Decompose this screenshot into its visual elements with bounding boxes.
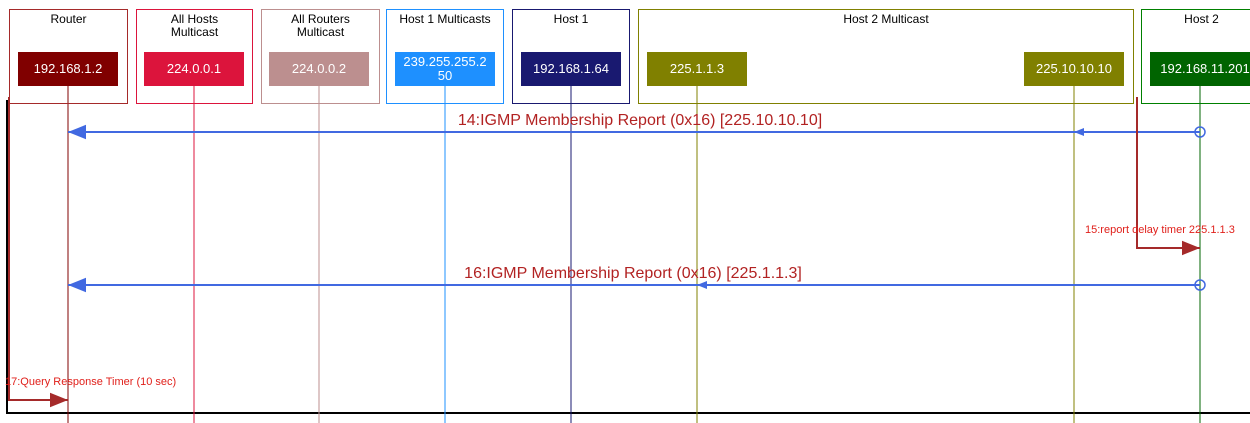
frame [6,100,1250,414]
message-label: 17:Query Response Timer (10 sec) [5,376,176,388]
participant: 225.10.10.10 [1024,52,1124,86]
participant: 224.0.0.2 [269,52,369,86]
message-label: 14:IGMP Membership Report (0x16) [225.10… [458,112,822,129]
self-message [1136,97,1200,256]
group: All Hosts Multicast [136,9,253,104]
group: Host 2 [1141,9,1250,104]
participant: 225.1.1.3 [647,52,747,86]
participant: 192.168.11.201 [1150,52,1250,86]
self-message [8,97,68,408]
group-title: Multicast [170,25,219,39]
message-start [1194,126,1206,138]
arrowhead [697,281,707,289]
message-label: 15:report delay timer 225.1.1.3 [1085,224,1235,236]
group-title: Host 2 [1184,12,1219,26]
group: Host 1 [512,9,630,104]
participant: 192.168.1.64 [521,52,621,86]
group: Host 2 Multicast [638,9,1134,104]
group-title: Router [50,12,87,26]
group: Router [9,9,128,104]
message-label: 16:IGMP Membership Report (0x16) [225.1.… [464,265,802,282]
group-title: Host 1 [553,12,589,26]
group: All Routers Multicast [261,9,380,104]
group-title: Multicast [296,25,345,39]
group-title: Host 2 Multicast [843,12,929,26]
group-title: All Hosts [170,12,219,26]
message-start [1194,279,1206,291]
group-title: All Routers [291,12,350,26]
group-title: Host 1 Multicasts [399,12,491,26]
arrowhead [1074,128,1084,136]
participant: 239.255.255.250 [395,52,495,86]
participant: 192.168.1.2 [18,52,118,86]
group: Host 1 Multicasts [386,9,504,104]
participant: 224.0.0.1 [144,52,244,86]
